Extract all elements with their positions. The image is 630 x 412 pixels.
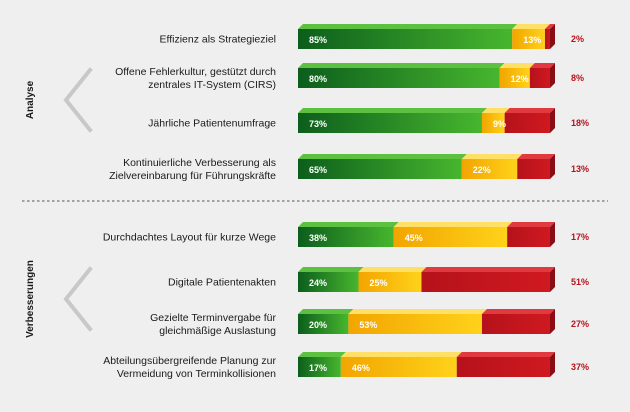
bar-segment — [461, 159, 518, 179]
bar-segment — [512, 29, 545, 49]
data-label: 18% — [571, 118, 589, 128]
category-label: Kontinuierliche Verbesserung als — [123, 157, 276, 169]
bar-top-face — [507, 222, 555, 227]
data-label: 17% — [571, 232, 589, 242]
bar-side-face — [550, 63, 555, 88]
bar-top-face — [358, 267, 427, 272]
data-label: 17% — [309, 363, 327, 373]
bar-segment — [481, 314, 550, 334]
bar-top-face — [461, 154, 523, 159]
bar-top-face — [421, 267, 555, 272]
data-label: 9% — [493, 119, 506, 129]
data-label: 13% — [523, 35, 541, 45]
bar-segment — [298, 314, 349, 334]
category-label: Vermeidung von Terminkollisionen — [117, 368, 276, 380]
data-label: 8% — [571, 73, 584, 83]
bar-top-face — [499, 63, 535, 68]
bar-segment — [298, 29, 513, 49]
category-label: gleichmäßige Auslastung — [159, 325, 276, 337]
bar-top-face — [298, 267, 364, 272]
bar-segment — [529, 68, 550, 88]
data-label: 53% — [359, 320, 377, 330]
bar-segment — [481, 113, 505, 133]
data-label: 65% — [309, 165, 327, 175]
bar-top-face — [298, 24, 518, 29]
bar-segment — [340, 357, 457, 377]
data-label: 24% — [309, 278, 327, 288]
category-label: Offene Fehlerkultur, gestützt durch — [115, 66, 276, 78]
data-label: 2% — [571, 34, 584, 44]
bar-segment — [544, 29, 550, 49]
data-label: 80% — [309, 74, 327, 84]
bar-top-face — [298, 108, 487, 113]
bar-side-face — [550, 154, 555, 179]
bar-segment — [298, 159, 462, 179]
data-label: 46% — [352, 363, 370, 373]
bar-segment — [358, 272, 422, 292]
category-label: Zielvereinbarung für Führungskräfte — [109, 170, 276, 182]
data-label: 20% — [309, 320, 327, 330]
bar-top-face — [348, 309, 487, 314]
bar-segment — [507, 227, 550, 247]
data-label: 22% — [473, 165, 491, 175]
bar-segment — [517, 159, 550, 179]
data-label: 45% — [405, 233, 423, 243]
category-label: Jährliche Patientenumfrage — [148, 118, 276, 130]
bar-side-face — [550, 267, 555, 292]
chevron-left-icon — [63, 67, 93, 133]
bar-top-face — [456, 352, 555, 357]
bar-top-face — [298, 63, 505, 68]
bar-segment — [393, 227, 508, 247]
bar-side-face — [550, 352, 555, 377]
bar-top-face — [298, 222, 399, 227]
category-label: zentrales IT-System (CIRS) — [148, 79, 276, 91]
category-label: Gezielte Terminvergabe für — [150, 312, 276, 324]
bar-top-face — [340, 352, 462, 357]
group-label: Verbesserungen — [25, 260, 36, 338]
bar-segment — [298, 113, 482, 133]
data-label: 25% — [369, 278, 387, 288]
bar-top-face — [298, 154, 467, 159]
category-label: Durchdachtes Layout für kurze Wege — [103, 232, 276, 244]
bar-top-face — [481, 309, 555, 314]
data-label: 38% — [309, 233, 327, 243]
bar-segment — [298, 272, 359, 292]
bar-side-face — [550, 309, 555, 334]
data-label: 37% — [571, 362, 589, 372]
bar-side-face — [550, 222, 555, 247]
bar-top-face — [512, 24, 550, 29]
bar-top-face — [298, 309, 354, 314]
bar-top-face — [544, 24, 555, 29]
bar-segment — [456, 357, 550, 377]
data-label: 85% — [309, 35, 327, 45]
data-label: 12% — [511, 74, 529, 84]
bar-segment — [298, 357, 341, 377]
bar-segment — [298, 227, 394, 247]
category-label: Digitale Patientenakten — [168, 277, 276, 289]
bar-segment — [421, 272, 550, 292]
bar-side-face — [550, 24, 555, 49]
bar-top-face — [393, 222, 513, 227]
bar-segment — [298, 68, 500, 88]
bar-top-face — [298, 352, 346, 357]
bar-side-face — [550, 108, 555, 133]
category-label: Effizienz als Strategieziel — [159, 34, 276, 46]
group-label: Analyse — [25, 80, 36, 119]
bar-top-face — [504, 108, 555, 113]
data-label: 13% — [571, 164, 589, 174]
bar-segment — [504, 113, 550, 133]
bar-segment — [499, 68, 530, 88]
bar-top-face — [529, 63, 555, 68]
data-label: 27% — [571, 319, 589, 329]
category-label: Abteilungsübergreifende Planung zur — [103, 355, 276, 367]
data-label: 73% — [309, 119, 327, 129]
bar-top-face — [481, 108, 510, 113]
chevron-left-icon — [63, 266, 93, 332]
data-label: 51% — [571, 277, 589, 287]
bar-segment — [348, 314, 482, 334]
bar-top-face — [517, 154, 555, 159]
